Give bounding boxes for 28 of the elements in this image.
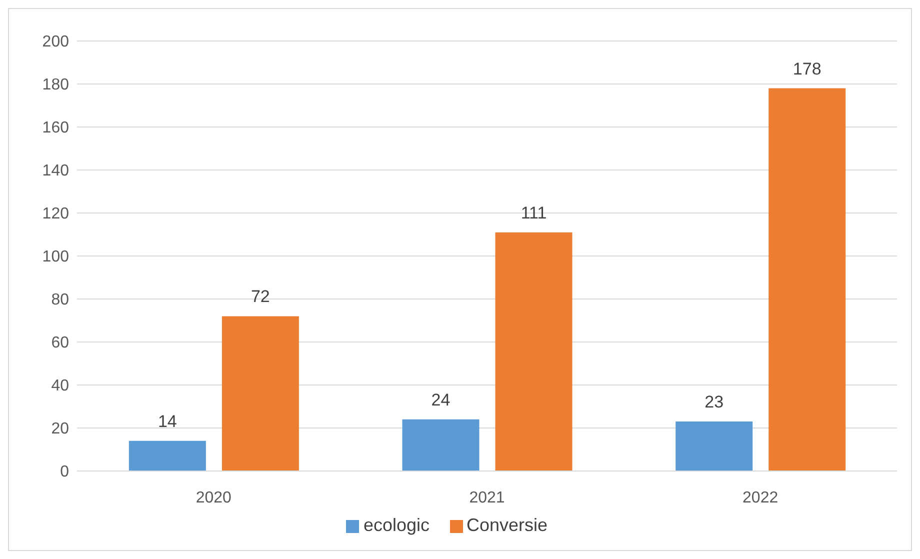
data-label: 14 [158, 412, 177, 431]
legend-label: Conversie [466, 515, 548, 535]
y-tick-label: 180 [42, 76, 70, 94]
x-tick-label: 2021 [469, 489, 505, 506]
data-label: 24 [431, 390, 450, 410]
y-tick-label: 20 [51, 420, 70, 438]
y-tick-label: 0 [60, 464, 70, 481]
y-tick-label: 160 [42, 120, 70, 137]
x-tick-label: 2020 [196, 489, 232, 506]
data-label: 23 [704, 392, 724, 412]
data-label: 178 [792, 59, 822, 78]
x-tick-label: 2022 [742, 489, 778, 506]
legend-label: ecologic [363, 515, 430, 535]
bar [676, 422, 753, 471]
bar [495, 232, 572, 471]
bar [128, 440, 206, 471]
y-tick-label: 40 [51, 378, 70, 395]
bar [222, 316, 299, 471]
y-tick-label: 60 [51, 334, 70, 352]
y-tick-label: 80 [51, 292, 70, 309]
data-label: 111 [520, 203, 547, 222]
bar [402, 419, 480, 471]
y-tick-label: 200 [42, 34, 70, 51]
data-label: 72 [250, 287, 270, 306]
y-tick-label: 120 [42, 206, 70, 223]
y-tick-label: 100 [42, 248, 70, 266]
y-tick-label: 140 [42, 162, 70, 180]
bar [768, 88, 846, 471]
